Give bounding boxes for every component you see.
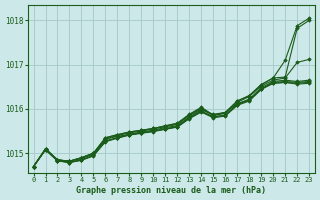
X-axis label: Graphe pression niveau de la mer (hPa): Graphe pression niveau de la mer (hPa) — [76, 186, 266, 195]
